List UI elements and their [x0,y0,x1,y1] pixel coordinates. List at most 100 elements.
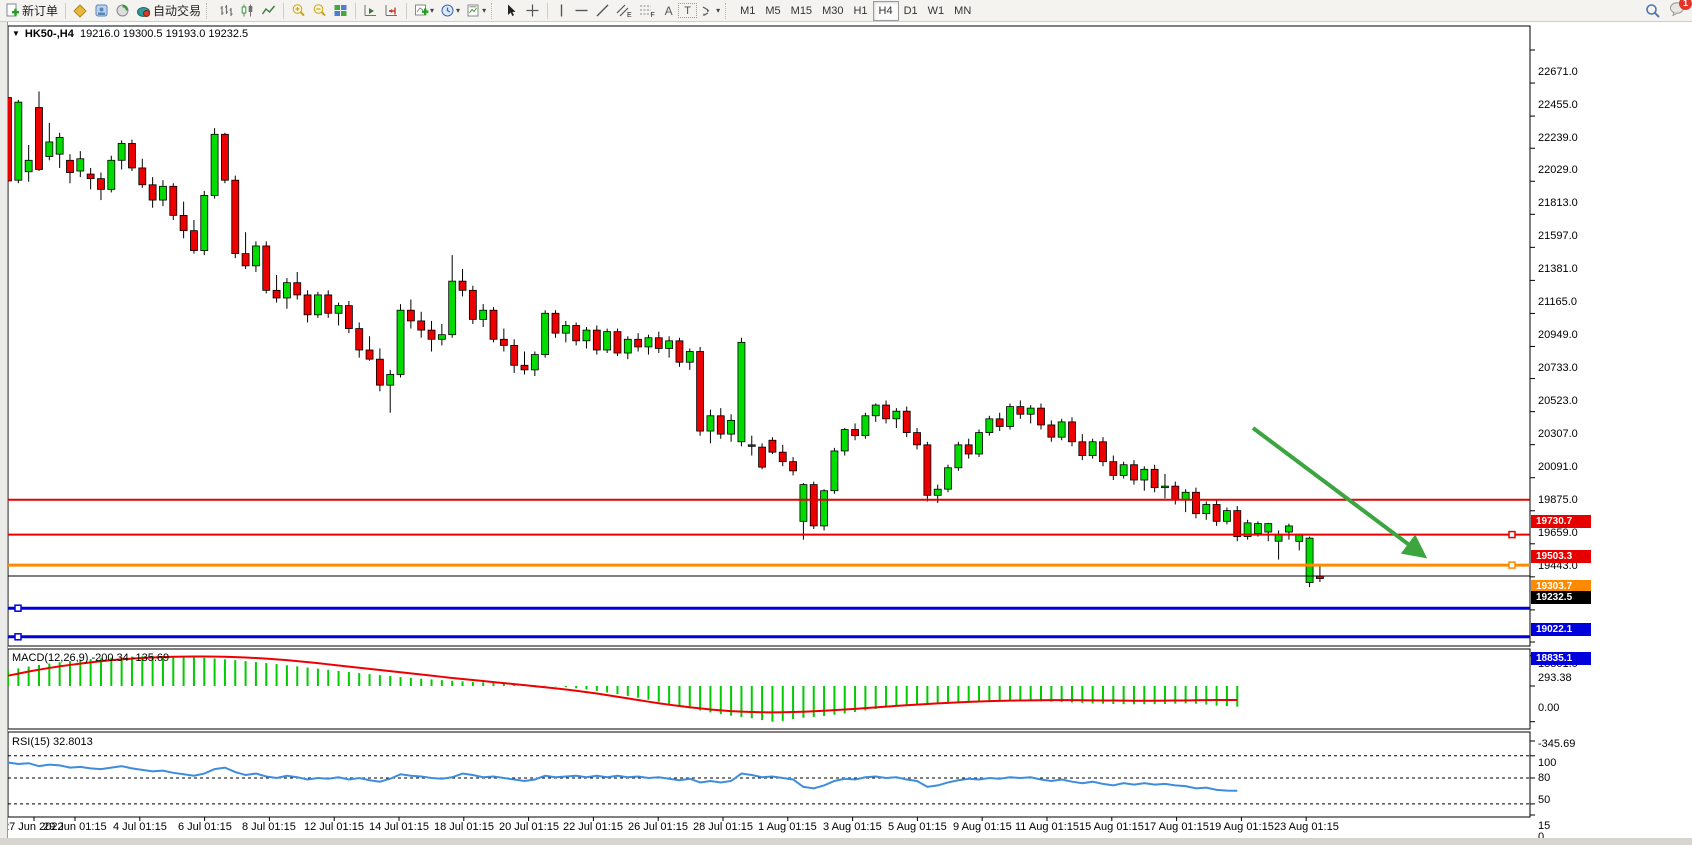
data-window-icon [95,4,108,17]
candle-body [303,294,312,316]
main-toolbar: 新订单 自动交易 ▾ ▾ [0,0,1692,22]
timeframe-button-h1[interactable]: H1 [853,4,868,17]
candle-body [892,410,901,420]
trend-arrow-annotation[interactable] [1251,426,1428,559]
candle-body [1212,504,1221,522]
candle-body [468,289,477,320]
equidistant-channel-button[interactable]: E [613,1,636,20]
candle-body [582,329,591,342]
candle-body [1088,441,1097,456]
search-icon[interactable] [1645,3,1661,19]
chart-window[interactable]: ▼ HK50-,H4 19216.0 19300.5 19193.0 19232.… [0,22,1692,845]
candle-body [809,484,818,527]
label-tool-button[interactable]: T [678,3,698,18]
time-axis-label: 28 Jul 01:15 [693,821,753,833]
collapse-triangle-icon[interactable]: ▼ [12,29,20,38]
candle-body [768,439,777,453]
line-handle[interactable] [1508,561,1516,569]
navigator-button[interactable] [112,1,133,20]
candle-body [344,305,353,329]
candle-body [737,341,746,443]
dropdown-arrow-icon: ▾ [430,6,435,15]
candle-body [283,282,291,299]
data-window-button[interactable] [91,1,112,20]
new-order-button[interactable]: 新订单 [2,1,61,20]
timeframe-button-h4[interactable]: H4 [872,0,899,21]
candle-body [1047,424,1056,438]
bar-chart-button[interactable] [216,1,237,20]
price-axis-label: 22239.0 [1538,132,1578,145]
line-handle[interactable] [14,633,22,641]
auto-trading-button[interactable]: 自动交易 [133,1,204,20]
auto-scroll-icon [385,5,398,16]
candle-body [1016,406,1025,415]
candle-body [799,484,808,522]
candle-body [406,309,415,322]
timeframe-button-m1[interactable]: M1 [740,4,756,17]
bar-chart-icon [220,5,233,16]
candle-body [396,309,405,375]
market-watch-icon [73,4,87,18]
candle-body [634,338,643,348]
horizontal-line-icon [575,9,588,12]
indicators-button[interactable]: ▾ [411,1,437,20]
timeframe-button-m15[interactable]: M15 [790,4,813,17]
auto-scroll-button[interactable] [381,1,402,20]
zoom-out-icon [313,4,326,17]
candle-body [375,358,384,386]
candlestick-chart-button[interactable] [237,1,258,20]
time-axis-label: 18 Jul 01:15 [434,821,494,833]
time-axis-label: 22 Jul 01:15 [563,821,623,833]
line-handle[interactable] [14,604,22,612]
candle-body [334,305,343,314]
line-handle[interactable] [1508,530,1516,539]
dropdown-arrow-icon: ▾ [456,6,461,15]
time-axis-label: 9 Aug 01:15 [953,821,1012,833]
chart-canvas[interactable] [0,22,1692,845]
market-watch-button[interactable] [70,1,91,20]
arrows-tool-button[interactable]: ▾ [697,1,723,20]
crosshair-button[interactable] [522,1,543,20]
timeframe-button-w1[interactable]: W1 [927,4,945,17]
candle-body [696,351,705,432]
candle-body [706,415,715,432]
price-axis-label: 20949.0 [1538,329,1578,342]
horizontal-line-button[interactable] [571,1,592,20]
ohlc-values: 19216.0 19300.5 19193.0 19232.5 [79,28,249,40]
candle-body [1171,485,1180,501]
text-tool-button[interactable]: A [659,1,678,20]
timeframe-button-d1[interactable]: D1 [903,4,918,17]
new-order-label: 新订单 [22,4,59,18]
separator [547,2,549,19]
timeframe-button-m5[interactable]: M5 [765,4,781,17]
timeframe-button-mn[interactable]: MN [954,4,972,17]
price-axis-label: 20523.0 [1538,394,1578,407]
timeframe-button-m30[interactable]: M30 [822,4,844,17]
notifications-button[interactable]: 1 [1669,0,1692,21]
price-tag: 18835.1 [1531,651,1591,665]
fibonacci-button[interactable]: F [636,1,659,20]
candle-body [179,214,188,232]
candle-body [1119,464,1128,476]
tile-windows-button[interactable] [330,1,351,20]
toolbar-grip [725,2,731,19]
cursor-icon [508,4,516,16]
trendline-button[interactable] [592,1,613,20]
price-tag: 19303.7 [1531,580,1591,594]
trendline-icon [596,4,609,17]
toolbar-right: 1 [1645,0,1692,22]
time-axis-label: 4 Jul 01:15 [113,821,167,833]
periods-button[interactable]: ▾ [437,1,463,20]
cursor-button[interactable] [501,1,522,20]
zoom-in-button[interactable] [288,1,309,20]
candle-body [324,294,333,314]
vertical-line-button[interactable] [552,1,571,20]
templates-button[interactable]: ▾ [463,1,489,20]
line-chart-button[interactable] [258,1,279,20]
candle-body [913,432,921,446]
chart-shift-button[interactable] [360,1,381,20]
zoom-out-button[interactable] [309,1,330,20]
candle-body [117,143,126,161]
candle-body [1202,504,1211,515]
rsi-axis-label: 15 [1538,819,1551,832]
